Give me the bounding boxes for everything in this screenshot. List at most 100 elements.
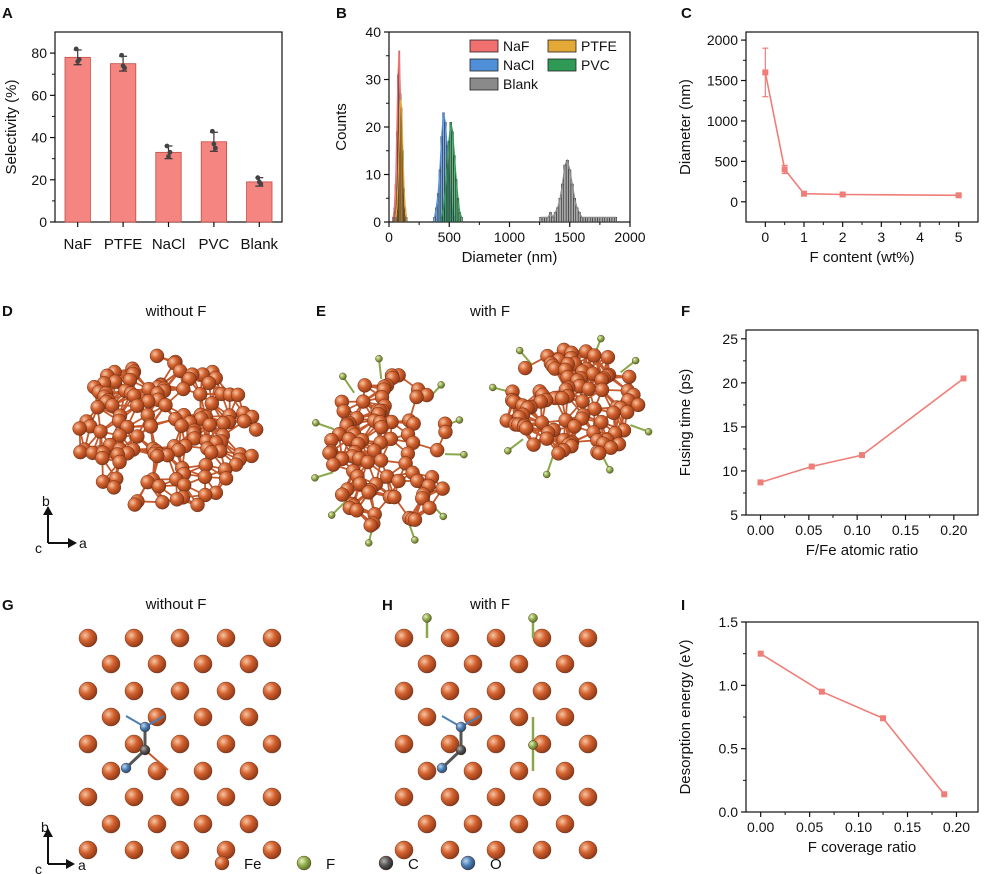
hist-bar-blank: [544, 217, 548, 223]
fe-atom: [417, 814, 437, 834]
y-tick-label: 20: [722, 375, 738, 391]
fe-atom: [349, 503, 364, 518]
f-atom: [455, 416, 464, 424]
fe-atom: [124, 787, 144, 807]
f-atom: [365, 539, 373, 547]
bar-nacl: [155, 151, 182, 223]
fe-atom: [78, 628, 98, 648]
fe-atom: [554, 391, 570, 406]
fe-atom: [112, 454, 127, 470]
y-tick-label: 10: [365, 167, 381, 183]
cluster-with-f-left: [311, 354, 468, 547]
fe-atom: [239, 707, 259, 727]
fe-atom: [204, 445, 219, 460]
fit-curve-blank: [540, 158, 616, 219]
hist-bar-blank: [580, 217, 584, 223]
fe-atom: [197, 469, 213, 485]
fe-atom: [127, 497, 142, 512]
chart-c-diameter: 0 500 1000 1500 2000 0 1 2 3 4 5 F content (wt%) Dia…: [677, 31, 979, 266]
fe-atom: [429, 442, 445, 458]
y-axis-label: Counts: [333, 103, 350, 151]
fe-atom: [101, 707, 121, 727]
fe-atom: [216, 628, 236, 648]
fe-atom: [509, 761, 529, 781]
axis-glyph-g: b a c: [35, 819, 86, 874]
fit-curve-pvc: [441, 122, 463, 218]
f-atom: [597, 334, 605, 343]
plot-frame: [745, 621, 979, 813]
fe-atom: [101, 814, 121, 834]
fe-atom: [147, 654, 167, 674]
fe-atom: [72, 421, 87, 436]
x-tick-label: 0.10: [844, 522, 871, 538]
f-atom: [439, 512, 448, 521]
legend-atom-c: [378, 855, 394, 871]
f-atom: [528, 613, 538, 623]
o-atom: [139, 721, 151, 733]
fe-atom: [124, 840, 144, 860]
data-point: [762, 69, 769, 76]
y-tick-label: 0: [730, 194, 738, 210]
fe-atom: [440, 681, 460, 701]
panel-label-h: H: [382, 597, 393, 614]
fe-atom: [581, 381, 596, 396]
y-tick-label: 5: [730, 507, 738, 523]
hist-bar-blank: [589, 217, 593, 223]
fe-atom: [551, 446, 566, 461]
fe-atom: [463, 707, 483, 727]
x-tick-label: 2000: [614, 229, 645, 245]
fe-atom: [230, 387, 246, 403]
data-point: [73, 46, 79, 52]
fe-atom: [357, 378, 372, 393]
fe-atom: [587, 348, 602, 363]
x-tick-label: 0: [761, 229, 769, 245]
f-atom: [437, 381, 445, 389]
hist-bar-blank: [565, 160, 569, 223]
x-category-label: NaCl: [152, 236, 185, 253]
legend-atom-label-o: O: [490, 856, 502, 873]
fe-atom: [532, 840, 552, 860]
fe-atom: [509, 707, 529, 727]
y-tick-label: 40: [365, 24, 381, 40]
fe-atom: [517, 360, 533, 376]
fe-atom: [532, 787, 552, 807]
fe-atom: [387, 489, 402, 505]
x-tick-label: 0.15: [892, 522, 919, 538]
x-tick-label: 1500: [554, 229, 585, 245]
fe-atom: [237, 414, 252, 429]
fe-atom: [106, 480, 122, 495]
hist-bar-blank: [597, 217, 601, 223]
fe-atom: [555, 654, 575, 674]
fe-atom: [174, 418, 189, 433]
fe-atom: [198, 487, 213, 503]
hist-bar-blank: [592, 217, 596, 223]
fe-atom: [149, 348, 165, 364]
fe-atom: [190, 497, 205, 513]
fe-atom: [218, 471, 234, 486]
fe-atom: [578, 628, 598, 648]
x-category-label: Blank: [241, 236, 279, 253]
fe-atom: [170, 787, 190, 807]
fe-atom: [95, 450, 110, 466]
data-point: [757, 650, 764, 657]
fe-atom: [216, 787, 236, 807]
hist-bar-blank: [594, 217, 598, 223]
axis-c-label-g: c: [35, 861, 42, 874]
y-tick-label: 80: [31, 45, 47, 61]
x-tick-label: 0: [385, 229, 393, 245]
surface-without-f: [78, 628, 282, 860]
panel-label-c: C: [681, 5, 692, 22]
fe-atom: [463, 814, 483, 834]
legend-label-ptfe: PTFE: [581, 38, 617, 54]
fe-atom: [105, 398, 120, 413]
fe-atom: [239, 761, 259, 781]
axis-a-label-g: a: [78, 857, 86, 873]
f-atom: [460, 450, 468, 459]
c-atom: [139, 744, 151, 756]
series-line: [760, 377, 964, 484]
data-point: [119, 52, 124, 58]
y-tick-label: 30: [365, 72, 381, 88]
fe-atom: [244, 448, 259, 464]
legend-atom-label-c: C: [408, 856, 419, 873]
x-tick-label: 4: [916, 229, 924, 245]
